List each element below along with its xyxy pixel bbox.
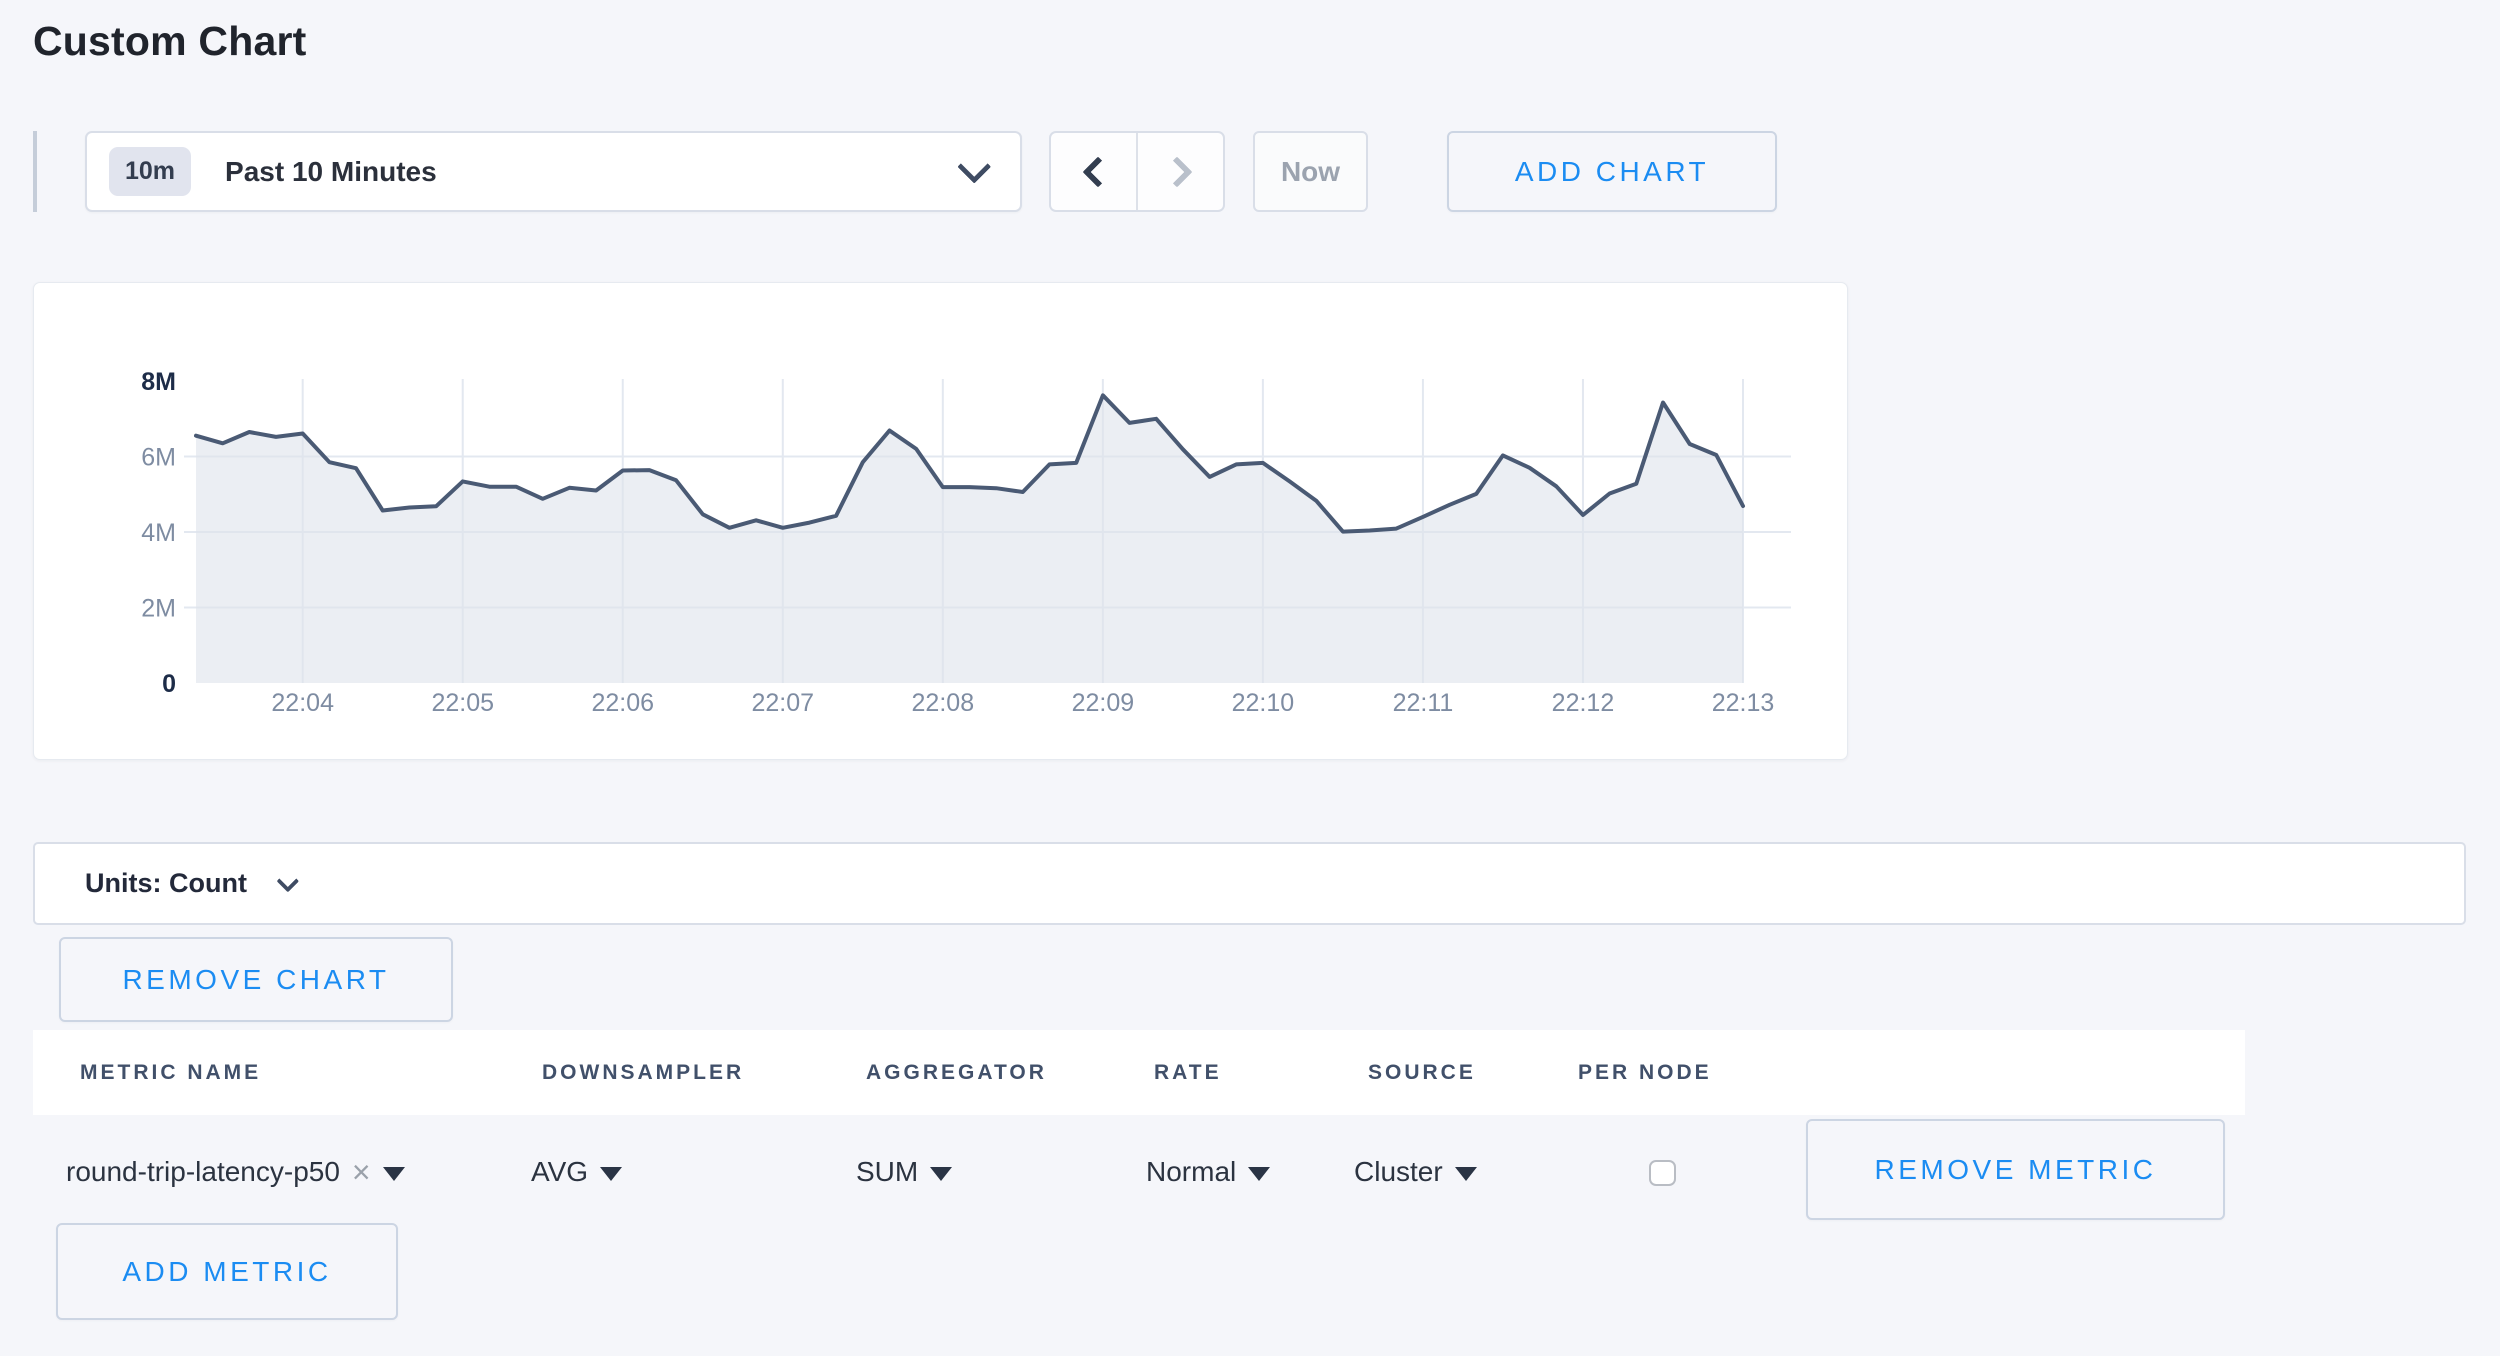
svg-text:4M: 4M <box>141 519 176 547</box>
metric-name-value: round-trip-latency-p50 <box>66 1156 340 1187</box>
svg-text:6M: 6M <box>141 444 176 472</box>
caret-down-icon <box>600 1167 623 1181</box>
chevron-right-icon <box>1160 155 1193 188</box>
downsampler-select[interactable]: AVG <box>531 1144 623 1200</box>
units-dropdown[interactable]: Units: Count <box>33 842 2466 925</box>
per-node-checkbox[interactable] <box>1649 1160 1676 1186</box>
time-range-dropdown[interactable]: 10m Past 10 Minutes <box>85 131 1022 212</box>
source-value: Cluster <box>1354 1156 1443 1187</box>
aggregator-select[interactable]: SUM <box>856 1144 953 1200</box>
svg-text:22:04: 22:04 <box>271 689 334 717</box>
metric-name-select[interactable]: round-trip-latency-p50 × <box>66 1144 405 1200</box>
chevron-left-icon <box>1081 155 1114 188</box>
caret-down-icon <box>930 1167 953 1181</box>
remove-chart-button[interactable]: REMOVE CHART <box>59 937 453 1022</box>
svg-text:8M: 8M <box>141 368 176 396</box>
svg-text:22:09: 22:09 <box>1072 689 1135 717</box>
svg-text:22:13: 22:13 <box>1712 689 1775 717</box>
time-range-accent-bar <box>33 131 37 212</box>
time-pager <box>1049 131 1225 212</box>
column-metric-name: METRIC NAME <box>80 1061 262 1084</box>
aggregator-value: SUM <box>856 1156 919 1187</box>
column-downsampler: DOWNSAMPLER <box>542 1061 745 1084</box>
chart-card: 0 2M 4M 6M 8M 22:04 22:05 22:06 22:07 22:08 22:09 2… <box>33 282 1848 760</box>
svg-text:22:08: 22:08 <box>912 689 975 717</box>
timeseries-chart[interactable]: 0 2M 4M 6M 8M 22:04 22:05 22:06 22:07 22:08 22:09 2… <box>34 283 1847 759</box>
add-chart-button[interactable]: ADD CHART <box>1447 131 1777 212</box>
caret-down-icon <box>382 1167 405 1181</box>
svg-text:22:07: 22:07 <box>752 689 815 717</box>
source-select[interactable]: Cluster <box>1354 1144 1477 1200</box>
clear-metric-icon[interactable]: × <box>351 1154 371 1190</box>
column-per-node: PER NODE <box>1578 1061 1712 1084</box>
now-button[interactable]: Now <box>1253 131 1368 212</box>
caret-down-icon <box>1454 1167 1477 1181</box>
svg-text:22:12: 22:12 <box>1552 689 1615 717</box>
remove-metric-button[interactable]: REMOVE METRIC <box>1806 1119 2225 1220</box>
chevron-down-icon <box>957 149 992 184</box>
next-time-button[interactable] <box>1138 133 1223 210</box>
svg-text:2M: 2M <box>141 595 176 623</box>
rate-select[interactable]: Normal <box>1146 1144 1271 1200</box>
svg-text:22:05: 22:05 <box>431 689 494 717</box>
column-rate: RATE <box>1154 1061 1222 1084</box>
chevron-down-icon <box>276 869 300 892</box>
page-title: Custom Chart <box>33 18 307 64</box>
downsampler-value: AVG <box>531 1156 589 1187</box>
column-source: SOURCE <box>1368 1061 1476 1084</box>
rate-value: Normal <box>1146 1156 1237 1187</box>
metrics-table-header: METRIC NAME DOWNSAMPLER AGGREGATOR RATE … <box>33 1030 2245 1115</box>
units-label: Units: Count <box>85 868 247 898</box>
svg-text:22:10: 22:10 <box>1232 689 1295 717</box>
svg-text:0: 0 <box>162 670 176 698</box>
time-range-badge: 10m <box>109 147 192 196</box>
time-range-label: Past 10 Minutes <box>225 155 437 187</box>
svg-text:22:11: 22:11 <box>1393 689 1454 717</box>
prev-time-button[interactable] <box>1051 133 1138 210</box>
column-aggregator: AGGREGATOR <box>866 1061 1047 1084</box>
svg-text:22:06: 22:06 <box>591 689 654 717</box>
add-metric-button[interactable]: ADD METRIC <box>56 1223 398 1320</box>
caret-down-icon <box>1248 1167 1271 1181</box>
